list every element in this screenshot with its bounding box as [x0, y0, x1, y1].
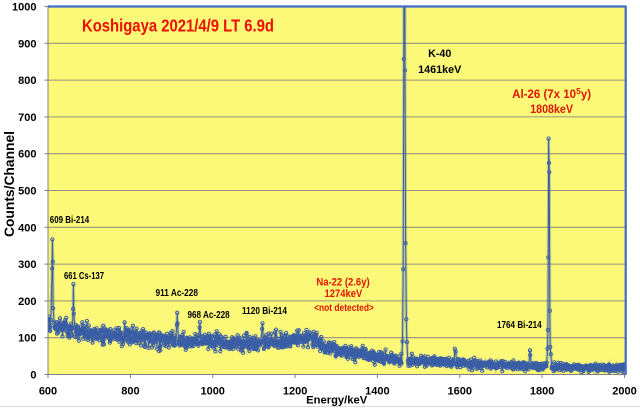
svg-text:0: 0	[30, 370, 36, 382]
svg-text:700: 700	[18, 112, 36, 124]
svg-text:200: 200	[18, 296, 36, 308]
svg-text:1400: 1400	[365, 385, 389, 397]
svg-text:Energy/keV: Energy/keV	[306, 395, 368, 407]
svg-text:1600: 1600	[448, 385, 472, 397]
svg-text:1120 Bi-214: 1120 Bi-214	[242, 305, 287, 317]
svg-text:911 Ac-228: 911 Ac-228	[156, 287, 199, 299]
svg-text:100: 100	[18, 333, 36, 345]
svg-text:1808keV: 1808keV	[530, 104, 573, 116]
svg-text:1274keV: 1274keV	[325, 288, 363, 300]
svg-text:1200: 1200	[283, 385, 307, 397]
svg-text:661 Cs-137: 661 Cs-137	[64, 270, 104, 282]
svg-text:968 Ac-228: 968 Ac-228	[188, 309, 230, 321]
svg-text:600: 600	[18, 149, 36, 161]
svg-text:800: 800	[18, 75, 36, 87]
svg-text:2000: 2000	[612, 385, 636, 397]
svg-text:800: 800	[121, 385, 139, 397]
svg-text:<not detected>: <not detected>	[314, 303, 374, 314]
svg-text:900: 900	[18, 38, 36, 50]
svg-text:Al-26 (7x 105y): Al-26 (7x 105y)	[512, 86, 591, 101]
svg-text:K-40: K-40	[428, 48, 451, 60]
svg-text:600: 600	[39, 385, 57, 397]
svg-text:500: 500	[18, 186, 36, 198]
svg-text:1764 Bi-214: 1764 Bi-214	[497, 319, 542, 331]
svg-text:300: 300	[18, 259, 36, 271]
svg-text:Counts/Channel: Counts/Channel	[1, 131, 17, 237]
svg-text:400: 400	[18, 222, 36, 234]
svg-text:609 Bi-214: 609 Bi-214	[50, 214, 90, 226]
svg-text:1461keV: 1461keV	[418, 64, 462, 76]
svg-text:1800: 1800	[530, 385, 554, 397]
svg-text:Na-22 (2.6y): Na-22 (2.6y)	[316, 277, 370, 289]
svg-text:1000: 1000	[12, 2, 36, 14]
svg-text:Koshigaya 2021/4/9 LT 6.9d: Koshigaya 2021/4/9 LT 6.9d	[82, 15, 274, 35]
svg-text:1000: 1000	[200, 385, 224, 397]
